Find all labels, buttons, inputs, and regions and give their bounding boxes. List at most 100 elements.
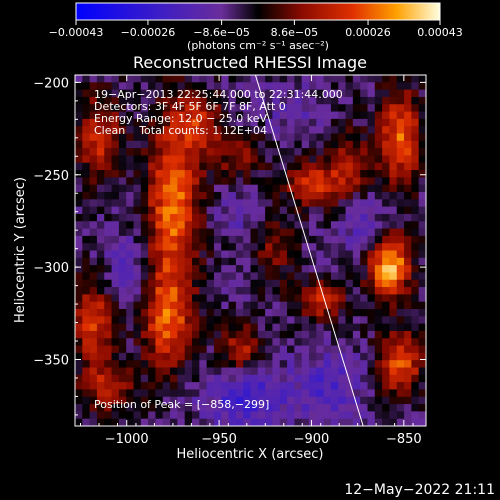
heatmap-cell [272,118,281,127]
heatmap-cell [199,221,207,229]
heatmap-cell [250,367,259,376]
heatmap-cell [360,404,368,412]
heatmap-cell [279,170,288,178]
heatmap-cell [199,360,207,368]
heatmap-cell [170,404,178,412]
heatmap-cell [345,133,354,142]
heatmap-cell [148,221,156,229]
heatmap-cell [287,309,295,317]
heatmap-cell [213,294,222,303]
heatmap-cell [418,323,426,332]
heatmap-cell [265,257,273,266]
heatmap-cell [177,243,186,251]
heatmap-cell [345,352,354,361]
heatmap-cell [184,294,193,303]
heatmap-cell [323,148,332,156]
heatmap-cell [367,140,376,149]
heatmap-cell [177,177,186,186]
heatmap-cell [389,104,398,112]
heatmap-cell [228,301,237,310]
colorbar-tick-label: 0.00043 [417,26,463,39]
heatmap-cell [221,213,229,222]
heatmap-cell [192,184,200,193]
heatmap-cell [418,75,426,83]
heatmap-cell [404,206,412,215]
heatmap-cell [170,199,178,207]
heatmap-cell [316,265,324,273]
heatmap-cell [250,192,259,200]
heatmap-cell [96,82,105,90]
heatmap-cell [133,374,142,383]
heatmap-cell [330,265,339,273]
heatmap-cell [279,213,288,222]
heatmap-cell [162,148,171,156]
heatmap-cell [309,126,317,134]
heatmap-cell [404,345,412,354]
heatmap-cell [118,184,127,193]
heatmap-cell [148,206,156,215]
heatmap-cell [345,235,354,244]
heatmap-cell [382,75,390,83]
heatmap-cell [250,345,259,354]
heatmap-cell [418,257,426,266]
heatmap-cell [111,309,120,317]
heatmap-cell [287,126,295,134]
heatmap-cell [301,287,310,295]
heatmap-cell [206,330,215,339]
heatmap-cell [184,309,193,317]
heatmap-cell [374,118,383,127]
heatmap-cell [396,345,405,354]
heatmap-cell [265,396,273,405]
heatmap-cell [228,206,237,215]
heatmap-cell [111,301,120,310]
heatmap-cell [162,301,171,310]
heatmap-cell [294,404,303,412]
heatmap-cell [221,82,229,90]
heatmap-cell [104,330,112,339]
heatmap-cell [89,75,98,83]
heatmap-cell [287,148,295,156]
heatmap-cell [89,404,98,412]
heatmap-cell [265,75,273,83]
heatmap-cell [374,316,383,324]
heatmap-cell [404,309,412,317]
heatmap-cell [367,162,376,171]
heatmap-cell [206,389,215,398]
heatmap-cell [213,382,222,390]
heatmap-cell [272,89,281,98]
heatmap-cell [279,118,288,127]
heatmap-cell [221,228,229,237]
heatmap-cell [279,272,288,281]
heatmap-cell [228,411,237,420]
heatmap-cell [235,111,244,120]
heatmap-cell [170,162,178,171]
heatmap-cell [411,309,420,317]
heatmap-cell [118,418,127,426]
heatmap-cell [265,294,273,303]
heatmap-cell [382,330,390,339]
heatmap-cell [316,396,324,405]
heatmap-cell [338,301,346,310]
heatmap-cell [396,133,405,142]
heatmap-cell [411,411,420,420]
heatmap-cell [352,360,361,368]
heatmap-cell [265,228,273,237]
heatmap-cell [162,374,171,383]
heatmap-cell [323,389,332,398]
heatmap-cell [301,418,310,426]
heatmap-cell [148,111,156,120]
heatmap-cell [382,243,390,251]
heatmap-cell [338,374,346,383]
heatmap-cell [235,133,244,142]
heatmap-cell [250,360,259,368]
heatmap-cell [338,309,346,317]
heatmap-cell [323,316,332,324]
heatmap-cell [316,250,324,259]
heatmap-cell [287,316,295,324]
heatmap-cell [96,411,105,420]
heatmap-cell [374,418,383,426]
heatmap-cell [199,301,207,310]
heatmap-cell [177,330,186,339]
heatmap-cell [301,309,310,317]
heatmap-cell [155,148,164,156]
